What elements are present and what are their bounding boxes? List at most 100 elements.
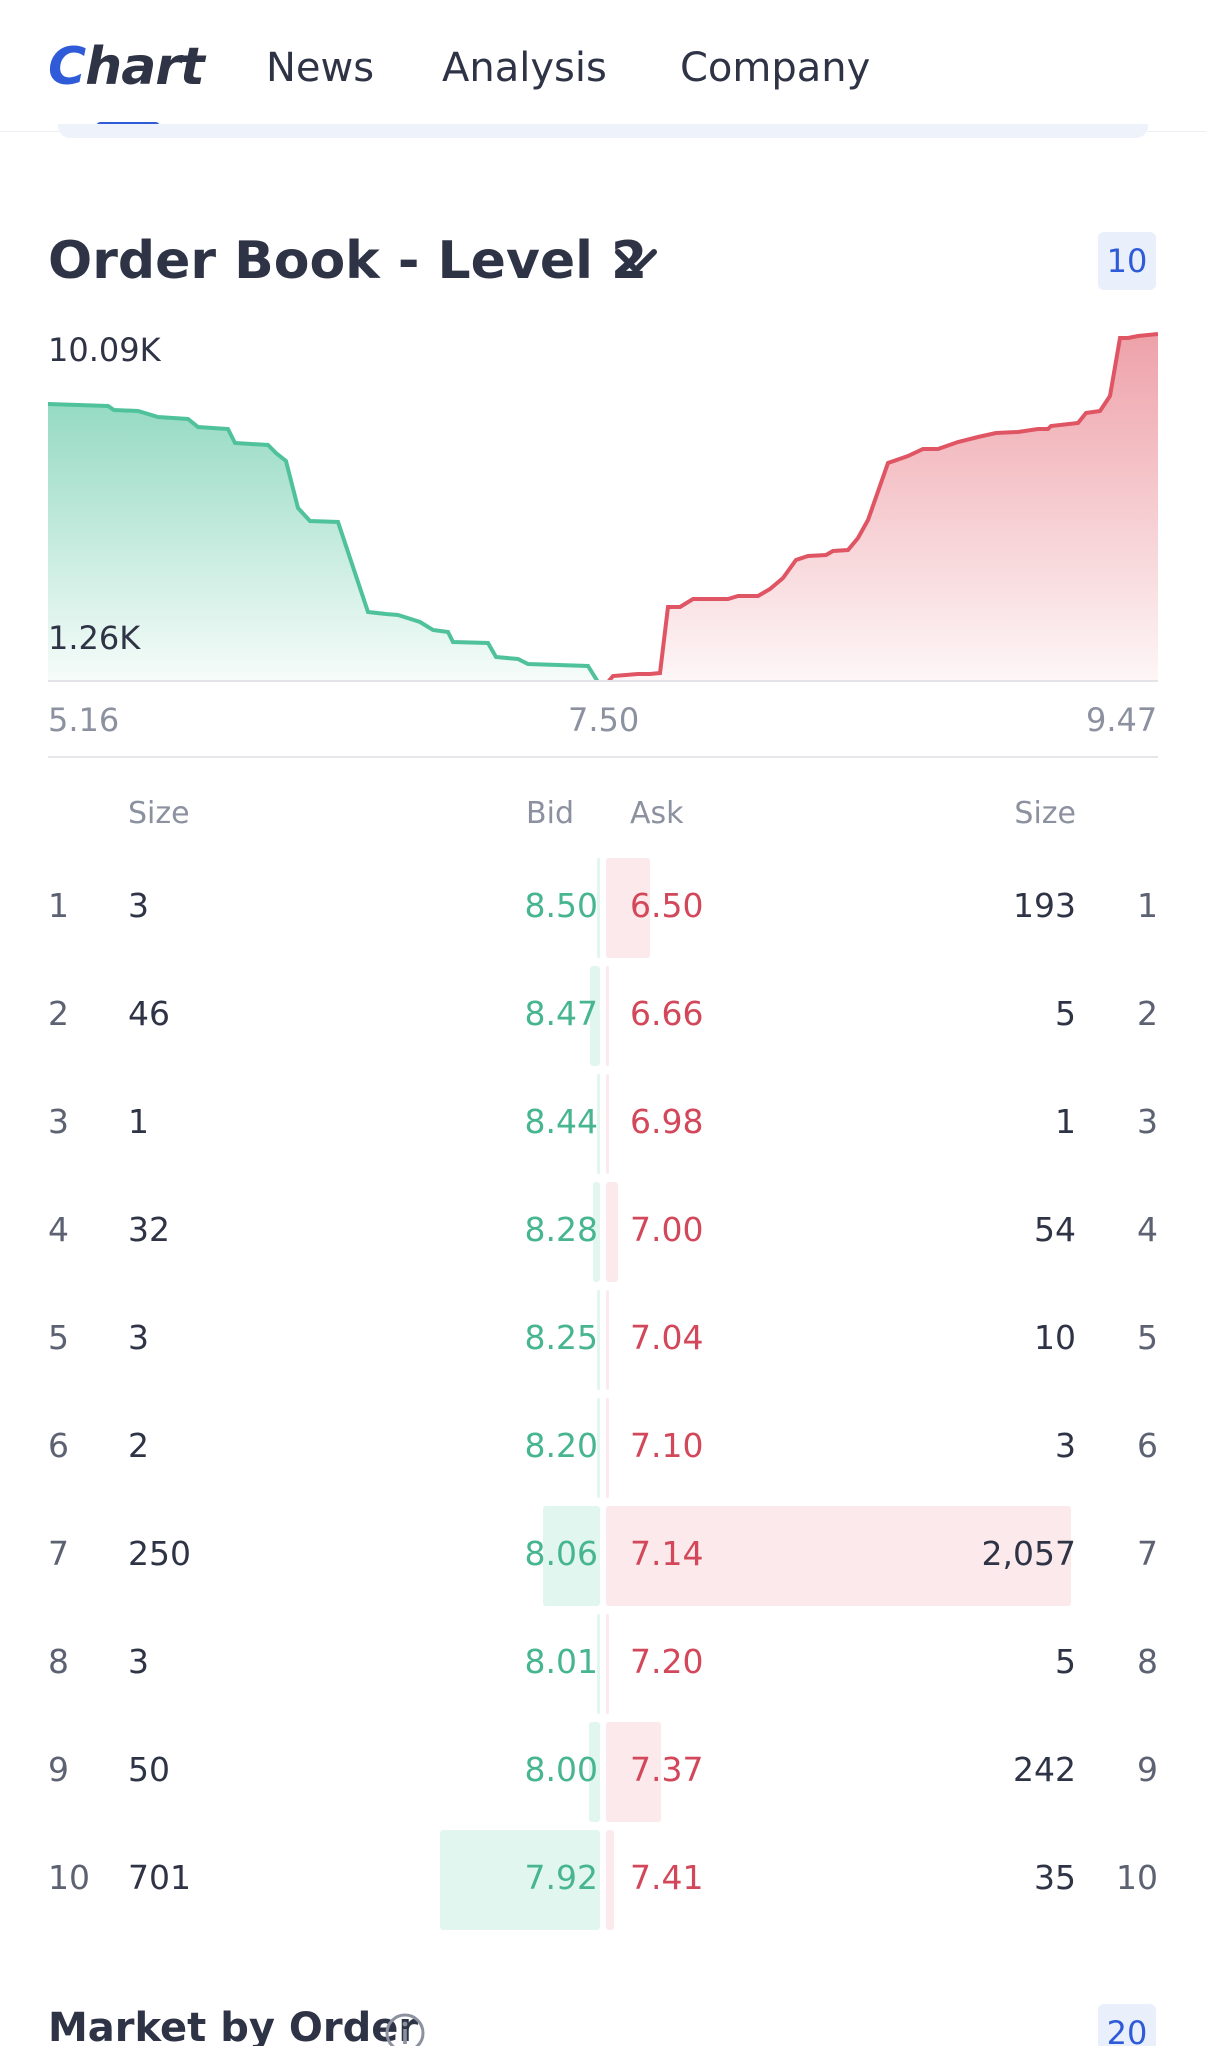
market-by-order-title: Market by Order — [48, 2005, 419, 2046]
ask-price: 7.00 — [630, 1210, 704, 1249]
header-bid-size: Size — [128, 796, 190, 831]
ask-depth-bar — [606, 1614, 609, 1714]
bid-price: 8.20 — [524, 1426, 598, 1465]
bid-level: 6 — [48, 1426, 69, 1465]
divider — [48, 756, 1158, 758]
depth-x-max-label: 9.47 — [1086, 701, 1158, 739]
bid-level: 9 — [48, 1750, 69, 1789]
ask-price: 7.20 — [630, 1642, 704, 1681]
nav-company[interactable]: Company — [680, 45, 871, 91]
bid-size: 3 — [128, 1318, 149, 1357]
ask-size: 5 — [1055, 994, 1076, 1033]
depth-y-min-label: 1.26K — [48, 619, 141, 657]
depth-y-max-label: 10.09K — [48, 331, 161, 369]
depth-x-mid-label: 7.50 — [568, 701, 640, 739]
order-book-title[interactable]: Order Book - Level 2 — [48, 231, 648, 291]
ask-level: 6 — [1137, 1426, 1158, 1465]
bid-depth-area — [48, 404, 598, 682]
table-row[interactable]: 9 50 8.00 7.37 242 9 — [48, 1716, 1158, 1824]
chart-logo[interactable]: Chart — [48, 37, 205, 97]
levels-badge[interactable]: 10 — [1098, 232, 1156, 290]
nav-analysis[interactable]: Analysis — [442, 45, 607, 91]
bid-price: 8.44 — [524, 1102, 598, 1141]
ask-size: 35 — [1034, 1858, 1076, 1897]
ask-depth-bar — [606, 1722, 661, 1822]
ask-price: 7.04 — [630, 1318, 704, 1357]
bid-depth-bar — [597, 1290, 600, 1390]
bid-level: 8 — [48, 1642, 69, 1681]
bid-price: 8.00 — [524, 1750, 598, 1789]
bid-size: 3 — [128, 886, 149, 925]
ask-price: 6.98 — [630, 1102, 704, 1141]
bid-level: 2 — [48, 994, 69, 1033]
ask-level: 8 — [1137, 1642, 1158, 1681]
ask-depth-bar — [606, 1398, 609, 1498]
ask-price: 6.66 — [630, 994, 704, 1033]
bid-depth-bar — [597, 1614, 600, 1714]
bid-level: 7 — [48, 1534, 69, 1573]
ask-price: 7.37 — [630, 1750, 704, 1789]
bid-level: 4 — [48, 1210, 69, 1249]
ask-depth-line — [606, 332, 1158, 682]
bid-price: 8.28 — [524, 1210, 598, 1249]
ask-price: 7.41 — [630, 1858, 704, 1897]
table-row[interactable]: 4 32 8.28 7.00 54 4 — [48, 1176, 1158, 1284]
search-strip — [58, 124, 1148, 138]
chevron-down-icon[interactable] — [612, 244, 660, 280]
table-row[interactable]: 6 2 8.20 7.10 3 6 — [48, 1392, 1158, 1500]
bid-level: 5 — [48, 1318, 69, 1357]
ask-price: 6.50 — [630, 886, 704, 925]
ask-level: 9 — [1137, 1750, 1158, 1789]
ask-depth-bar — [606, 1830, 614, 1930]
ask-depth-bar — [606, 1074, 609, 1174]
bid-depth-bar — [589, 966, 600, 1066]
bid-price: 8.47 — [524, 994, 598, 1033]
bid-depth-bar — [592, 1182, 600, 1282]
orders-badge[interactable]: 20 — [1098, 2004, 1156, 2046]
bid-size: 46 — [128, 994, 170, 1033]
bid-size: 3 — [128, 1642, 149, 1681]
header-bid: Bid — [526, 796, 574, 831]
table-row[interactable]: 2 46 8.47 6.66 5 2 — [48, 960, 1158, 1068]
ask-level: 4 — [1137, 1210, 1158, 1249]
header-ask-size: Size — [1014, 796, 1076, 831]
table-row[interactable]: 5 3 8.25 7.04 10 5 — [48, 1284, 1158, 1392]
bid-depth-bar — [542, 1506, 600, 1606]
bid-depth-bar — [597, 1074, 600, 1174]
bid-depth-bar — [597, 858, 600, 958]
ask-level: 1 — [1137, 886, 1158, 925]
ask-depth-area — [608, 334, 1158, 682]
table-row[interactable]: 8 3 8.01 7.20 5 8 — [48, 1608, 1158, 1716]
ask-size: 2,057 — [981, 1534, 1076, 1573]
header-ask: Ask — [630, 796, 684, 831]
nav-news[interactable]: News — [266, 45, 375, 91]
info-icon[interactable] — [384, 2012, 426, 2046]
depth-chart — [48, 332, 1158, 682]
table-row[interactable]: 7 250 8.06 7.14 2,057 7 — [48, 1500, 1158, 1608]
ask-level: 2 — [1137, 994, 1158, 1033]
ask-price: 7.14 — [630, 1534, 704, 1573]
bid-level: 3 — [48, 1102, 69, 1141]
ask-size: 242 — [1013, 1750, 1076, 1789]
ask-depth-bar — [606, 858, 650, 958]
bid-price: 8.01 — [524, 1642, 598, 1681]
depth-x-min-label: 5.16 — [48, 701, 120, 739]
bid-price: 8.06 — [524, 1534, 598, 1573]
ask-size: 5 — [1055, 1642, 1076, 1681]
bid-depth-line — [48, 402, 600, 682]
ask-level: 7 — [1137, 1534, 1158, 1573]
bid-size: 1 — [128, 1102, 149, 1141]
bid-size: 701 — [128, 1858, 191, 1897]
bid-level: 1 — [48, 886, 69, 925]
bid-depth-bar — [597, 1398, 600, 1498]
ask-level: 3 — [1137, 1102, 1158, 1141]
ask-size: 1 — [1055, 1102, 1076, 1141]
ask-depth-bar — [606, 1506, 1071, 1606]
bid-price: 7.92 — [524, 1858, 598, 1897]
bid-depth-bar — [440, 1830, 600, 1930]
table-row[interactable]: 3 1 8.44 6.98 1 3 — [48, 1068, 1158, 1176]
table-row[interactable]: 10 701 7.92 7.41 35 10 — [48, 1824, 1158, 1932]
bid-price: 8.25 — [524, 1318, 598, 1357]
bid-size: 2 — [128, 1426, 149, 1465]
table-row[interactable]: 1 3 8.50 6.50 193 1 — [48, 852, 1158, 960]
